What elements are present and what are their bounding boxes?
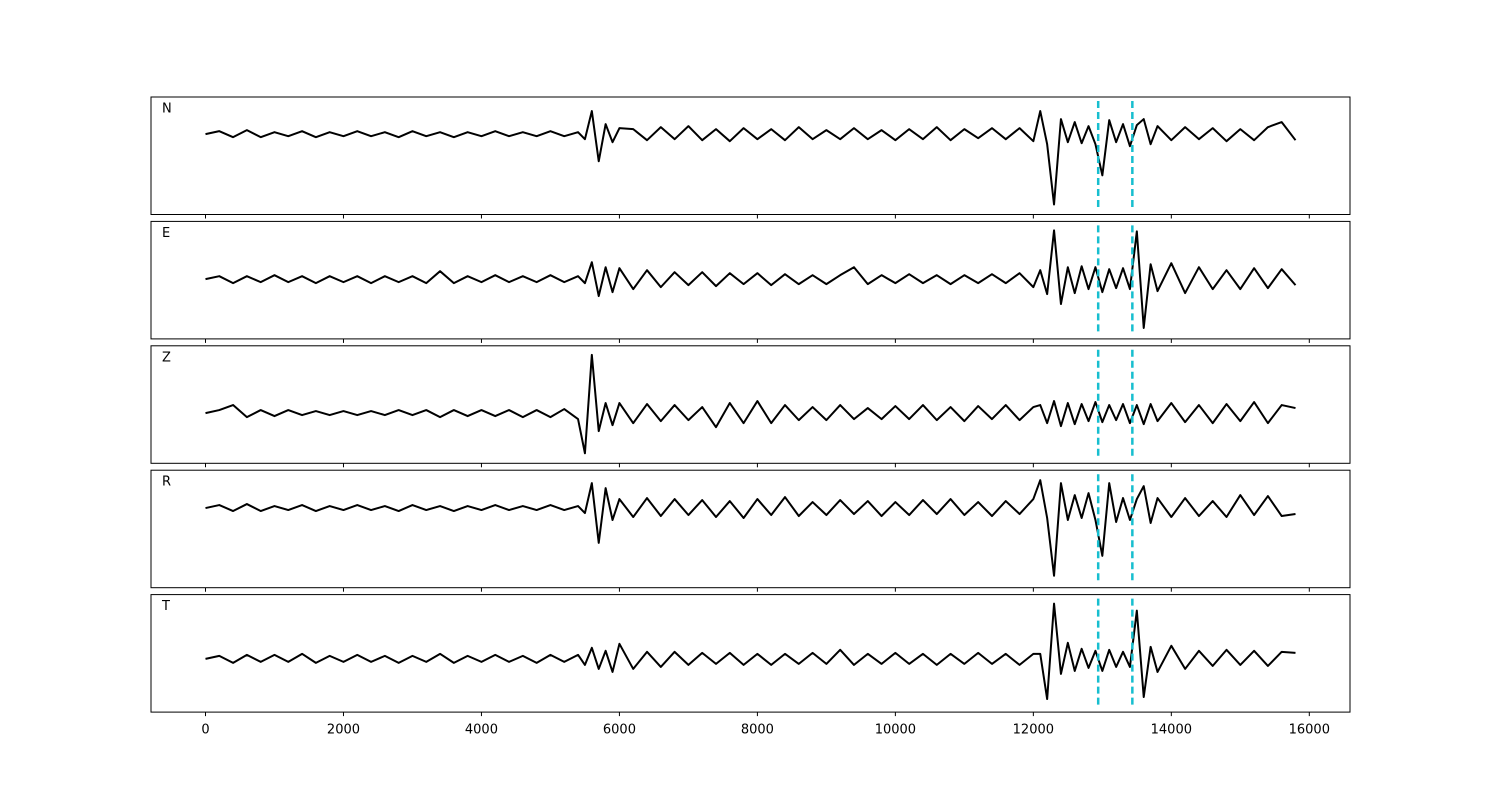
trace — [205, 110, 1297, 206]
x-tick-label: 14000 — [1151, 723, 1192, 738]
panel-label: Z — [162, 350, 171, 365]
trace — [205, 229, 1297, 329]
panel-frame — [150, 469, 1351, 589]
x-tick-label: 8000 — [741, 723, 774, 738]
x-tick-label: 10000 — [875, 723, 916, 738]
panel-frame — [150, 96, 1351, 215]
panel-frame — [150, 220, 1351, 340]
trace — [205, 479, 1296, 577]
trace — [205, 353, 1296, 455]
panel-label: E — [162, 226, 170, 241]
x-tick-label: 6000 — [603, 723, 636, 738]
panel-label: N — [162, 102, 172, 117]
x-tick-label: 2000 — [327, 723, 360, 738]
panel-frame — [150, 594, 1351, 713]
trace — [205, 602, 1296, 701]
x-tick-label: 0 — [201, 723, 209, 738]
x-tick-label: 16000 — [1289, 723, 1330, 738]
x-tick-label: 12000 — [1013, 723, 1054, 738]
panel-label: R — [162, 475, 171, 490]
x-tick-label: 4000 — [465, 723, 498, 738]
panel-label: T — [161, 599, 170, 614]
